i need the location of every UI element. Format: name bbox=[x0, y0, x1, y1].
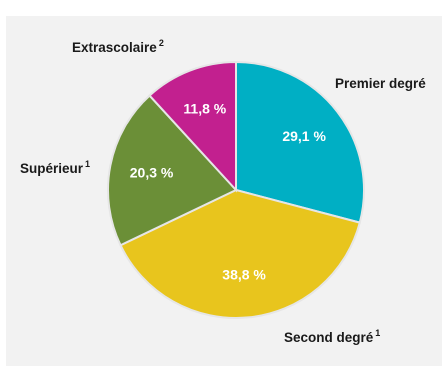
pie-slice-second-degre bbox=[119, 188, 361, 319]
value-label-superieur: 20,3 % bbox=[130, 164, 174, 180]
value-label-second-degre: 38,8 % bbox=[222, 266, 266, 282]
pie-slice-premier-degre bbox=[235, 60, 365, 224]
category-label-extrascolaire: Extrascolaire 2 bbox=[72, 38, 164, 55]
category-label-superieur: Supérieur 1 bbox=[20, 159, 90, 176]
category-label-premier-degre: Premier degré bbox=[335, 76, 426, 91]
value-label-extrascolaire: 11,8 % bbox=[183, 101, 226, 117]
pie-slice-extrascolaire bbox=[148, 60, 237, 193]
value-label-premier-degre: 29,1 % bbox=[282, 128, 326, 144]
category-label-second-degre: Second degré 1 bbox=[284, 328, 380, 345]
pie-slice-superieur bbox=[107, 94, 238, 247]
